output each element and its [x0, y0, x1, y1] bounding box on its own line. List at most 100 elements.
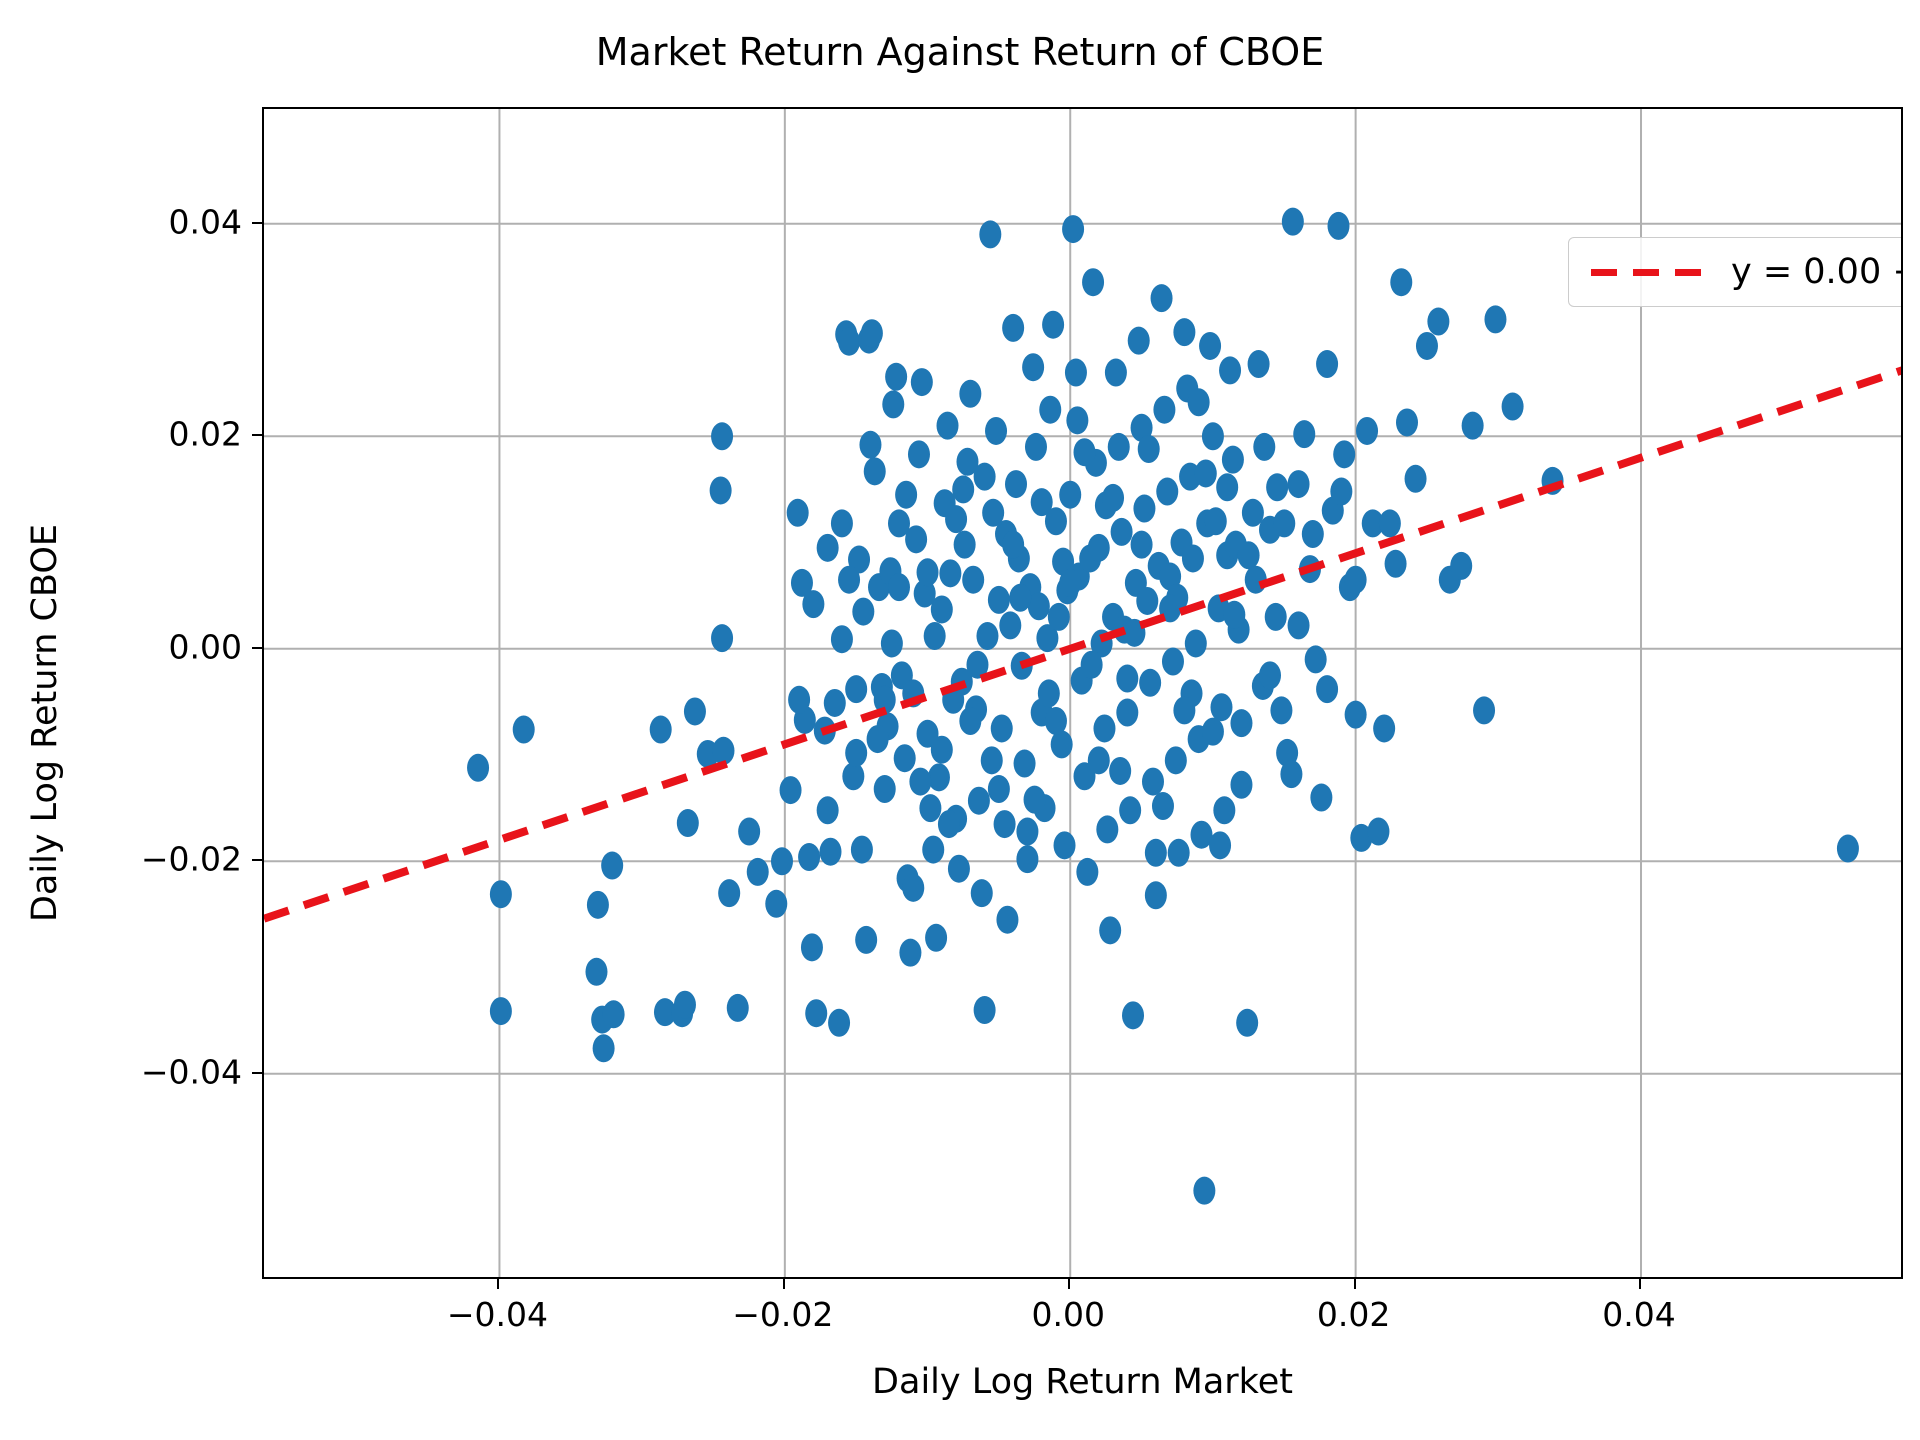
x-tick-mark: [1353, 1279, 1356, 1289]
scatter-point: [973, 462, 996, 491]
scatter-point: [1024, 432, 1047, 461]
scatter-point: [916, 558, 939, 587]
scatter-point: [970, 879, 993, 908]
scatter-point: [1076, 857, 1099, 886]
scatter-point: [1173, 318, 1196, 347]
scatter-point: [866, 725, 889, 754]
scatter-point: [1194, 459, 1217, 488]
scatter-point: [937, 810, 960, 839]
scatter-point: [907, 440, 930, 469]
x-tick-label: 0.00: [1031, 1295, 1105, 1334]
scatter-point: [947, 854, 970, 883]
scatter-point: [1005, 470, 1028, 499]
scatter-point: [1236, 1008, 1259, 1037]
scatter-point: [909, 767, 932, 796]
scatter-point: [923, 622, 946, 651]
x-tick-mark: [1068, 1279, 1071, 1289]
scatter-point: [816, 533, 839, 562]
scatter-point: [709, 476, 732, 505]
scatter-point: [1044, 507, 1067, 536]
scatter-point: [838, 565, 861, 594]
scatter-point: [1102, 483, 1125, 512]
scatter-point: [1266, 473, 1289, 502]
scatter-point: [1230, 709, 1253, 738]
scatter-point: [1501, 392, 1524, 421]
scatter-point: [1390, 268, 1413, 297]
scatter-point: [1237, 541, 1260, 570]
scatter-point: [1244, 565, 1267, 594]
scatter-point: [1230, 770, 1253, 799]
scatter-point: [873, 775, 896, 804]
scatter-point: [1064, 358, 1087, 387]
scatter-point: [798, 843, 821, 872]
y-tick-mark: [252, 1071, 262, 1074]
scatter-point: [800, 933, 823, 962]
scatter-point: [765, 889, 788, 918]
scatter-point: [1333, 440, 1356, 469]
scatter-point: [489, 997, 512, 1026]
scatter-point: [1110, 517, 1133, 546]
scatter-point: [1484, 305, 1507, 334]
x-tick-label: 0.04: [1602, 1295, 1676, 1334]
scatter-point: [1050, 730, 1073, 759]
scatter-point: [1150, 284, 1173, 313]
scatter-point: [967, 786, 990, 815]
scatter-point: [1107, 432, 1130, 461]
scatter-point: [830, 625, 853, 654]
scatter-point: [601, 851, 624, 880]
scatter-point: [1137, 435, 1160, 464]
scatter-point: [653, 998, 676, 1027]
scatter-point: [913, 579, 936, 608]
scatter-point: [1395, 408, 1418, 437]
scatter-point: [738, 817, 761, 846]
scatter-point: [1151, 792, 1174, 821]
legend[interactable]: y = 0.00 + x * 0.45: [1568, 237, 1901, 307]
scatter-point: [1273, 509, 1296, 538]
scatter-point: [1367, 817, 1390, 846]
scatter-point: [585, 957, 608, 986]
scatter-point: [1133, 494, 1156, 523]
scatter-point: [1052, 547, 1075, 576]
scatter-point: [925, 923, 948, 952]
scatter-point: [1287, 611, 1310, 640]
scatter-point: [882, 390, 905, 419]
scatter-point: [1199, 331, 1222, 360]
y-tick-mark: [252, 859, 262, 862]
plot-area: y = 0.00 + x * 0.45: [262, 107, 1903, 1279]
scatter-point: [850, 835, 873, 864]
scatter-point: [1047, 602, 1070, 631]
scatter-point: [770, 847, 793, 876]
scatter-point: [816, 796, 839, 825]
scatter-point: [1042, 310, 1065, 339]
scatter-point: [887, 573, 910, 602]
scatter-point: [987, 775, 1010, 804]
scatter-point: [852, 597, 875, 626]
scatter-point: [1096, 815, 1119, 844]
y-tick-mark: [252, 646, 262, 649]
scatter-point: [819, 837, 842, 866]
y-axis-label-container: Daily Log Return CBOE: [15, 137, 75, 1309]
scatter-point: [885, 362, 908, 391]
scatter-point: [1219, 356, 1242, 385]
scatter-point: [1276, 738, 1299, 767]
legend-line-swatch: [1591, 268, 1711, 276]
scatter-point: [1223, 600, 1246, 629]
scatter-point: [893, 744, 916, 773]
x-tick-label: 0.02: [1316, 1295, 1391, 1334]
scatter-point: [842, 762, 865, 791]
scatter-point: [1119, 796, 1142, 825]
scatter-point: [1009, 583, 1032, 612]
scatter-point: [1062, 215, 1085, 244]
scatter-point: [726, 993, 749, 1022]
scatter-point: [1193, 1176, 1216, 1205]
scatter-point: [673, 990, 696, 1019]
x-tick-mark: [497, 1279, 500, 1289]
scatter-point: [1287, 470, 1310, 499]
scatter-point: [1259, 661, 1282, 690]
scatter-point: [1123, 618, 1146, 647]
legend-entry-label: y = 0.00 + x * 0.45: [1731, 252, 1901, 292]
scatter-point: [1130, 413, 1153, 442]
scatter-point: [1080, 650, 1103, 679]
scatter-point: [1023, 785, 1046, 814]
